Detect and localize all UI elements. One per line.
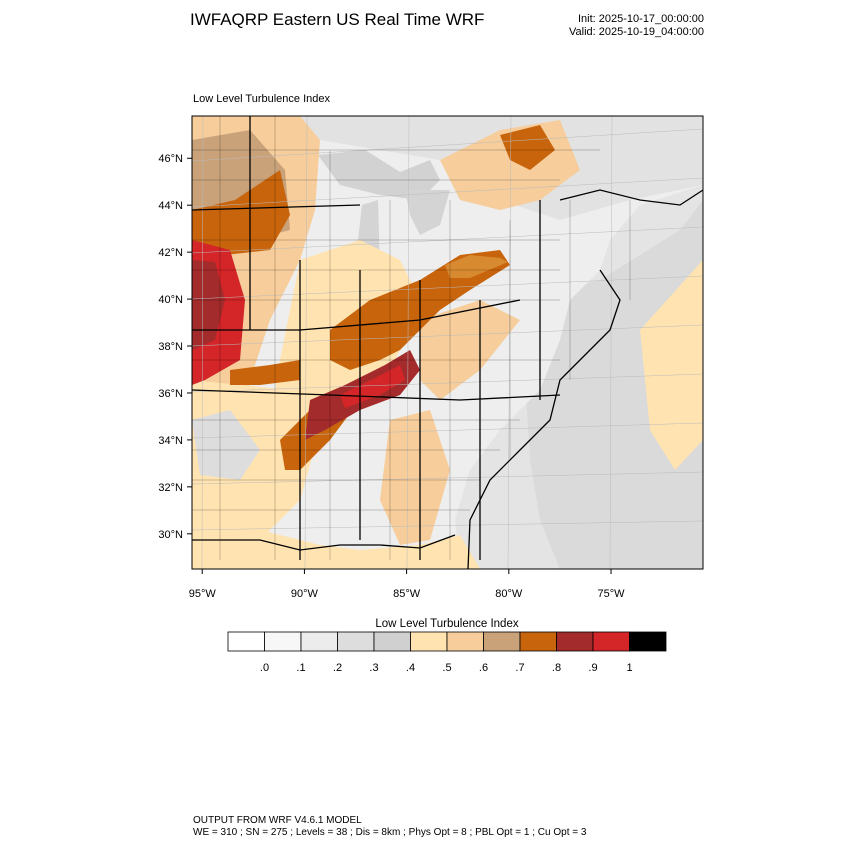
iowa-high-band	[192, 170, 290, 255]
lat-tick-label: 36°N	[158, 388, 183, 400]
lake-huron	[405, 190, 450, 235]
county-lines	[192, 116, 631, 560]
colorbar-label: .8	[552, 662, 561, 674]
colorbar-swatch	[483, 631, 521, 652]
ontario-high	[500, 125, 555, 170]
lat-tick-label: 40°N	[158, 294, 183, 306]
colorbar-label: .9	[588, 662, 597, 674]
texas-grey	[192, 410, 260, 480]
lat-tick-label: 34°N	[158, 435, 183, 447]
colorbar-label: .3	[369, 662, 378, 674]
footer-line-config: WE = 310 ; SN = 275 ; Levels = 38 ; Dis …	[193, 827, 587, 838]
colorbar-swatch	[264, 631, 302, 652]
colorbar-label: .2	[333, 662, 342, 674]
lon-tick-label: 75°W	[598, 588, 626, 600]
lake-superior	[318, 150, 440, 200]
colorbar-label: .0	[260, 662, 269, 674]
colorbar-swatch	[519, 631, 557, 652]
colorbar-swatch	[446, 631, 484, 652]
state-boundaries	[192, 116, 703, 569]
colorbar-swatch	[227, 631, 265, 652]
ohio-valley-band	[420, 300, 520, 400]
lat-tick-label: 46°N	[158, 153, 183, 165]
colorbar-label: .1	[296, 662, 305, 674]
panel-label: Low Level Turbulence Index	[193, 93, 330, 105]
lon-axis: 95°W 90°W 85°W 80°W 75°W	[189, 569, 625, 600]
gulf-light	[192, 530, 480, 569]
lat-tick-label: 38°N	[158, 341, 183, 353]
colorbar-swatch	[373, 631, 411, 652]
run-info: Init: 2025-10-17_00:00:00 Valid: 2025-10…	[520, 13, 704, 39]
tennessee-red-core	[340, 365, 405, 408]
colorbar-swatch	[592, 631, 630, 652]
init-time: Init: 2025-10-17_00:00:00	[578, 13, 704, 25]
missouri-high-band	[230, 360, 300, 385]
colorbar-label: .7	[515, 662, 524, 674]
footer-line-model: OUTPUT FROM WRF V4.6.1 MODEL	[193, 815, 362, 826]
colorbar: .0 .1 .2 .3 .4 .5 .6 .7 .8 .9 1	[227, 631, 667, 674]
lat-tick-label: 44°N	[158, 200, 183, 212]
colorbar-swatch	[556, 631, 594, 652]
georgia-band	[380, 410, 450, 545]
lon-tick-label: 85°W	[393, 588, 421, 600]
map-field	[192, 116, 703, 569]
lat-tick-label: 32°N	[158, 482, 183, 494]
lake-erie-band	[445, 255, 508, 278]
colorbar-title: Low Level Turbulence Index	[375, 618, 519, 630]
lat-axis: 30°N 32°N 34°N 36°N 38°N 40°N 42°N 44°N 46°N	[158, 153, 192, 541]
lat-tick-label: 42°N	[158, 247, 183, 259]
lon-tick-label: 80°W	[495, 588, 523, 600]
lon-tick-label: 90°W	[291, 588, 319, 600]
lon-tick-label: 95°W	[189, 588, 217, 600]
colorbar-label: 1	[626, 662, 632, 674]
colorbar-swatch	[337, 631, 375, 652]
chart-title: IWFAQRP Eastern US Real Time WRF	[190, 10, 485, 29]
colorbar-label: .6	[479, 662, 488, 674]
graticule	[192, 116, 703, 569]
colorbar-label: .4	[406, 662, 415, 674]
colorbar-swatch	[300, 631, 338, 652]
valid-time: Valid: 2025-10-19_04:00:00	[569, 26, 704, 38]
colorbar-swatch	[629, 631, 667, 652]
map-frame	[191, 115, 704, 570]
atlantic-high-patch	[640, 260, 703, 470]
colorbar-label: .5	[442, 662, 451, 674]
colorbar-swatch	[410, 631, 448, 652]
lat-tick-label: 30°N	[158, 529, 183, 541]
model-footer: OUTPUT FROM WRF V4.6.1 MODEL WE = 310 ; …	[193, 815, 586, 839]
kansas-dark-core	[192, 260, 225, 350]
